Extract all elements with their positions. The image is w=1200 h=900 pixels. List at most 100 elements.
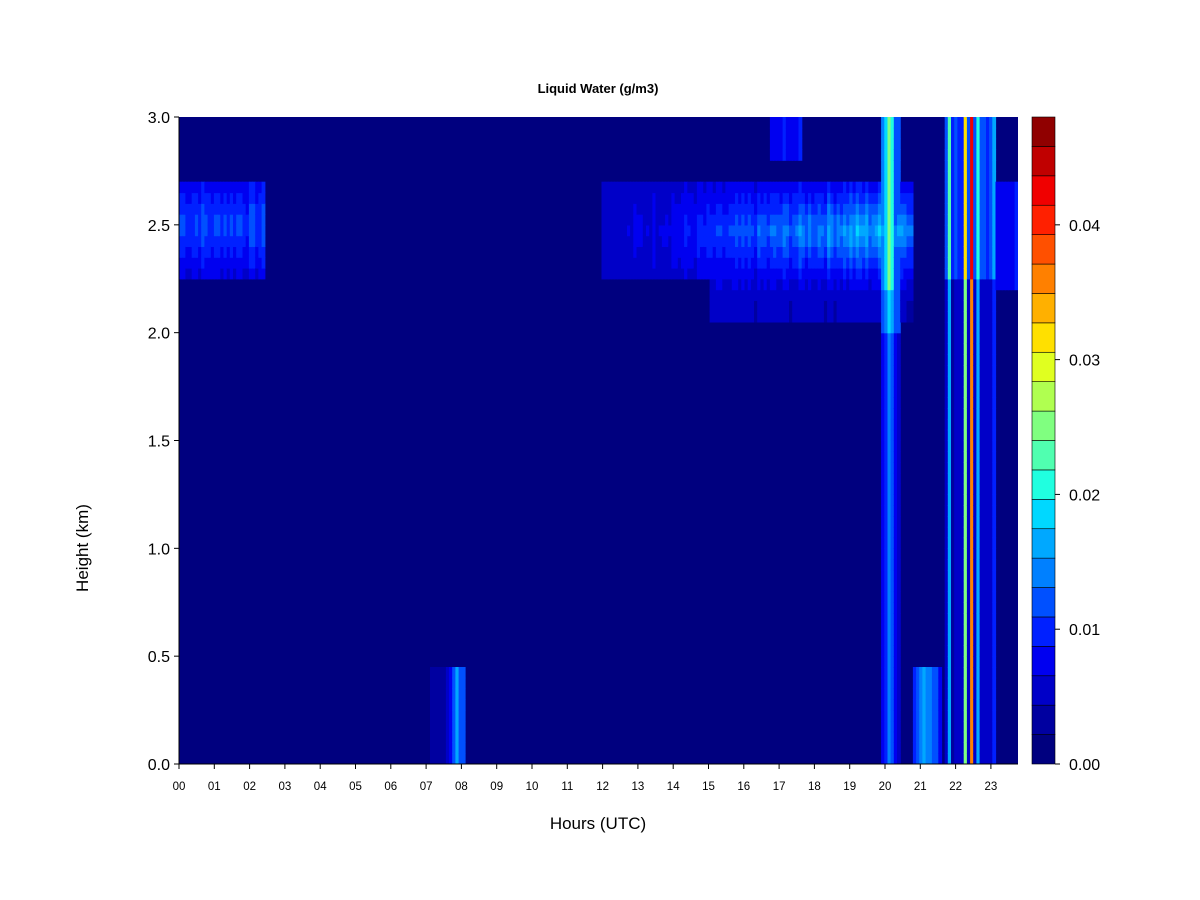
heatmap-cell xyxy=(862,192,866,204)
heatmap-cell xyxy=(757,192,761,204)
heatmap-cell xyxy=(846,181,850,194)
colorbar-segment xyxy=(1031,234,1056,265)
heatmap-cell xyxy=(811,246,815,258)
heatmap-cell xyxy=(455,731,460,743)
heatmap-cell xyxy=(731,203,736,215)
heatmap-cell xyxy=(1014,224,1018,237)
heatmap-cell xyxy=(890,300,895,312)
heatmap-cell xyxy=(992,645,997,657)
heatmap-cell xyxy=(986,418,990,431)
heatmap-cell xyxy=(843,300,847,312)
heatmap-cell xyxy=(814,192,819,204)
heatmap-cell xyxy=(191,224,196,237)
heatmap-cell xyxy=(881,742,885,754)
heatmap-cell xyxy=(992,516,997,528)
heatmap-cell xyxy=(963,397,968,409)
heatmap-cell xyxy=(944,656,949,668)
x-tick-label: 19 xyxy=(843,781,856,793)
heatmap-cell xyxy=(954,548,958,560)
heatmap-cell xyxy=(461,753,466,764)
heatmap-cell xyxy=(966,505,971,517)
heatmap-cell xyxy=(804,235,809,247)
heatmap-cell xyxy=(887,354,892,366)
colorbar-segment xyxy=(1031,293,1056,324)
heatmap-cell xyxy=(963,494,968,506)
heatmap-cell xyxy=(979,656,984,668)
heatmap-cell xyxy=(871,246,876,258)
heatmap-cell xyxy=(976,656,981,668)
heatmap-cell xyxy=(763,181,768,194)
heatmap-cell xyxy=(817,278,822,291)
heatmap-cell xyxy=(954,160,958,172)
heatmap-cell xyxy=(604,203,609,215)
heatmap-cell xyxy=(865,268,869,280)
heatmap-cell xyxy=(986,397,990,409)
heatmap-cell xyxy=(989,246,993,258)
heatmap-cell xyxy=(604,246,609,258)
heatmap-cell xyxy=(966,548,971,560)
heatmap-cell xyxy=(836,289,841,301)
heatmap-cell xyxy=(833,192,838,204)
heatmap-cell xyxy=(769,214,774,226)
heatmap-cell xyxy=(963,408,968,420)
heatmap-cell xyxy=(976,451,981,463)
heatmap-cell xyxy=(986,170,990,183)
heatmap-cell xyxy=(954,397,958,409)
heatmap-cell xyxy=(989,645,993,657)
heatmap-cell xyxy=(709,257,714,269)
heatmap-cell xyxy=(979,321,984,334)
heatmap-cell xyxy=(897,365,901,377)
heatmap-cell xyxy=(986,321,990,334)
heatmap-cell xyxy=(884,548,889,560)
heatmap-cell xyxy=(992,311,997,323)
heatmap-cell xyxy=(906,181,911,194)
heatmap-cell xyxy=(207,214,212,226)
heatmap-cell xyxy=(986,332,990,345)
heatmap-cell xyxy=(957,224,962,237)
heatmap-cell xyxy=(248,257,253,269)
heatmap-cell xyxy=(185,203,190,215)
heatmap-cell xyxy=(452,667,456,679)
heatmap-cell xyxy=(998,257,1003,269)
heatmap-cell xyxy=(992,472,997,485)
heatmap-cell xyxy=(951,677,955,690)
heatmap-cell xyxy=(982,580,987,593)
heatmap-cell xyxy=(677,246,682,258)
heatmap-cell xyxy=(976,289,981,301)
heatmap-cell xyxy=(887,494,892,506)
heatmap-cell xyxy=(674,235,679,247)
heatmap-cell xyxy=(881,138,885,150)
heatmap-cell xyxy=(827,224,831,237)
heatmap-cell xyxy=(970,505,974,517)
heatmap-cell xyxy=(627,214,631,226)
heatmap-cell xyxy=(738,246,742,258)
heatmap-cell xyxy=(722,257,727,269)
heatmap-cell xyxy=(223,192,228,204)
heatmap-cell xyxy=(1001,224,1006,237)
heatmap-cell xyxy=(671,181,676,194)
colorbar-segment xyxy=(1031,175,1056,206)
heatmap-cell xyxy=(963,365,968,377)
heatmap-cell xyxy=(922,688,927,700)
heatmap-cell xyxy=(986,602,990,614)
heatmap-cell xyxy=(890,634,895,646)
heatmap-cell xyxy=(881,203,885,215)
heatmap-cell xyxy=(957,742,962,754)
heatmap-cell xyxy=(725,235,730,247)
heatmap-cell xyxy=(849,214,854,226)
heatmap-cell xyxy=(976,548,981,560)
heatmap-cell xyxy=(909,192,914,204)
heatmap-cell xyxy=(992,526,997,539)
heatmap-cell xyxy=(792,214,796,226)
heatmap-cell xyxy=(617,181,622,194)
heatmap-cell xyxy=(979,634,984,646)
x-tick-label: 21 xyxy=(914,781,927,793)
heatmap-cell xyxy=(754,268,758,280)
heatmap-cell xyxy=(947,300,952,312)
heatmap-cell xyxy=(233,257,237,269)
heatmap-cell xyxy=(970,138,974,150)
heatmap-cell xyxy=(986,278,990,291)
heatmap-cell xyxy=(951,386,955,398)
heatmap-cell xyxy=(792,311,796,323)
y-axis: 0.00.51.01.52.02.53.0 xyxy=(148,110,180,774)
